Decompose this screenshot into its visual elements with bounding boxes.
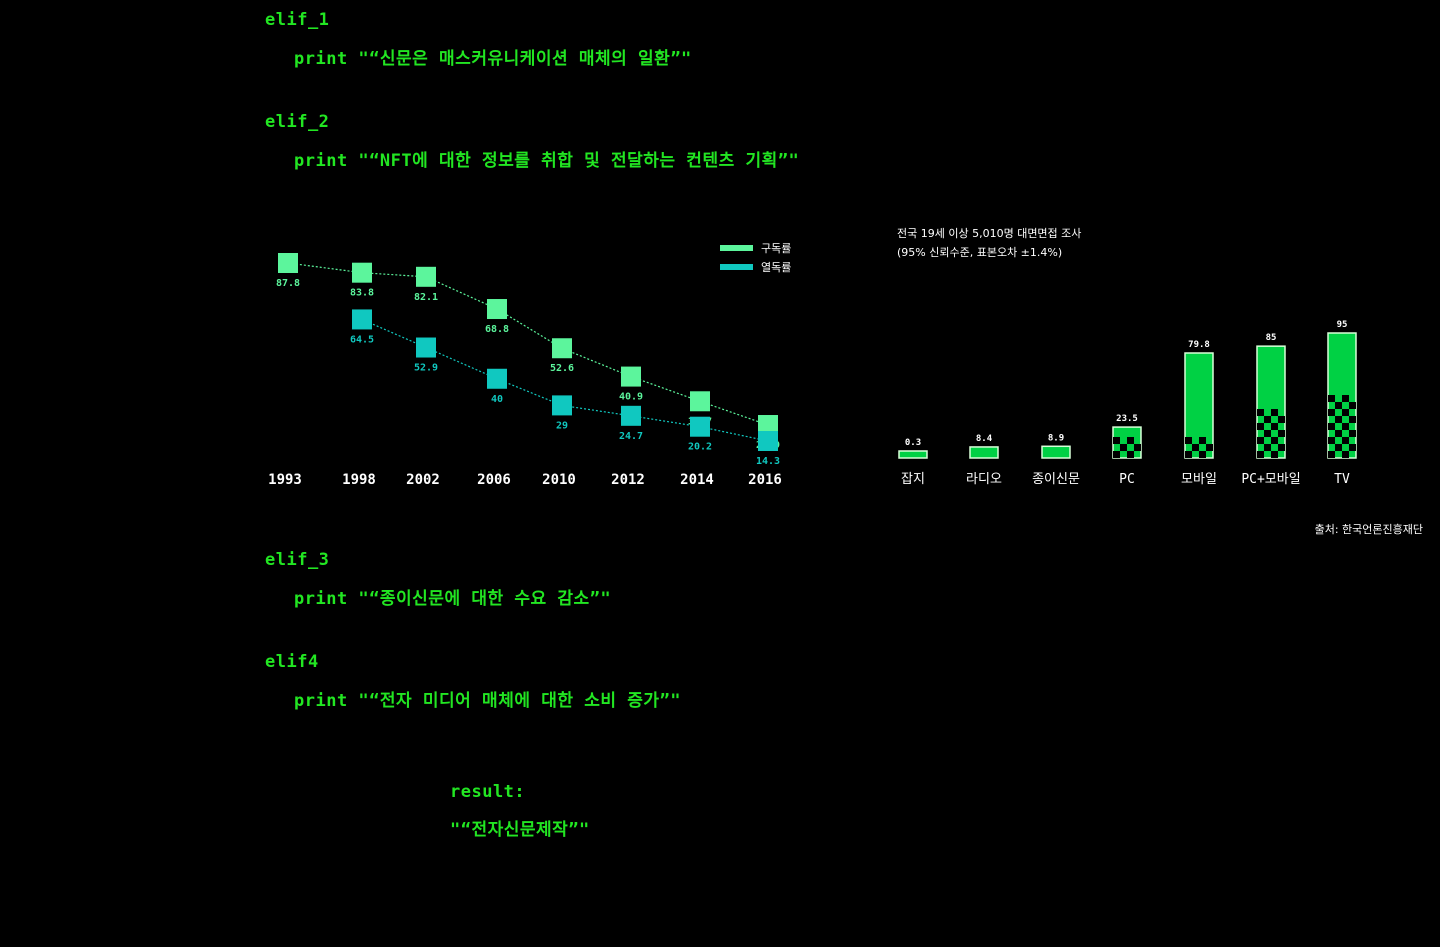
x-tick-label: 2012 [611,472,645,488]
x-tick-label: 1993 [268,472,302,488]
legend-label: 열독률 [761,261,791,274]
bar-category-label: PC [1119,472,1135,487]
elif-4-keyword: elif4 [265,652,319,672]
bar-category-label: 라디오 [966,472,1002,487]
x-tick-label: 2006 [477,472,511,488]
data-label: 87.8 [276,278,300,289]
data-label: 24.7 [619,431,643,442]
bar-chart-source: 출처: 한국언론진흥재단 [1314,523,1423,536]
data-label: 82.1 [414,292,438,303]
elif-4-print: print "“전자 미디어 매체에 대한 소비 증가”" [294,691,681,711]
data-point [552,395,572,416]
data-label: 64.5 [350,334,374,345]
data-point [758,415,778,436]
x-tick-label: 1998 [342,472,376,488]
data-point [352,309,372,330]
data-label: 83.8 [350,288,374,299]
bar-chart-note: (95% 신뢰수준, 표본오차 ±1.4%) [897,246,1063,259]
bar [1041,445,1071,459]
result-label: result: [450,782,526,802]
data-label: 40.9 [619,392,643,403]
x-tick-label: 2016 [748,472,782,488]
elif-1-print: print "“신문은 매스커유니케이션 매체의 일환”" [294,49,692,69]
bar-category-label: TV [1334,472,1350,487]
bar [969,446,999,459]
series-line-subscription [287,262,769,426]
x-tick-label: 2002 [406,472,440,488]
bar-chart: 0.3 잡지 8.4 라디오 8.9 종이신문 23.5 PC 79.8 모바일 85 PC+모바일 9… [898,320,1357,487]
bar-value-label: 95 [1337,320,1348,330]
bar [898,450,928,459]
bar-value-label: 85 [1266,333,1277,343]
line-chart: 87.883.882.168.852.640.930.720.964.552.9… [268,242,791,488]
data-point [552,338,572,359]
elif-1-keyword: elif_1 [265,10,330,30]
elif-3-print: print "“종이신문에 대한 수요 감소”" [294,589,612,609]
elif-3-keyword: elif_3 [265,550,330,570]
bar-category-label: PC+모바일 [1241,472,1300,487]
bar-value-label: 23.5 [1116,414,1138,424]
data-label: 68.8 [485,324,509,335]
data-point [416,266,436,287]
data-point [352,262,372,283]
data-point [416,337,436,358]
bar-category-label: 모바일 [1181,472,1217,487]
elif-2-keyword: elif_2 [265,112,330,132]
data-point [621,366,641,387]
legend-swatch [720,264,753,270]
data-label: 20.2 [688,442,712,453]
bar-value-label: 79.8 [1188,340,1210,350]
data-label: 52.6 [550,363,574,374]
data-label: 29 [556,420,568,431]
data-point [758,431,778,451]
data-point [690,416,710,437]
data-point [621,405,641,426]
bar-chart-subtitle: 전국 19세 이상 5,010명 대면면접 조사 [897,227,1082,240]
data-label: 52.9 [414,363,438,374]
legend-label: 구독률 [761,242,791,255]
legend-swatch [720,245,753,251]
bar-value-label: 8.9 [1048,433,1064,443]
data-label: 40 [491,394,503,405]
data-point [690,391,710,412]
bar-value-label: 8.4 [976,434,993,444]
x-tick-label: 2014 [680,472,714,488]
bar-category-label: 잡지 [901,472,925,487]
elif-2-print: print "“NFT에 대한 정보를 취합 및 전달하는 컨텐츠 기획”" [294,151,800,171]
data-point [487,368,507,389]
data-point [487,299,507,320]
x-tick-label: 2010 [542,472,576,488]
bar-category-label: 종이신문 [1032,472,1080,487]
bar-value-label: 0.3 [905,438,921,448]
data-point [278,253,298,273]
result-value: "“전자신문제작”" [450,820,590,840]
data-label: 14.3 [756,456,780,467]
